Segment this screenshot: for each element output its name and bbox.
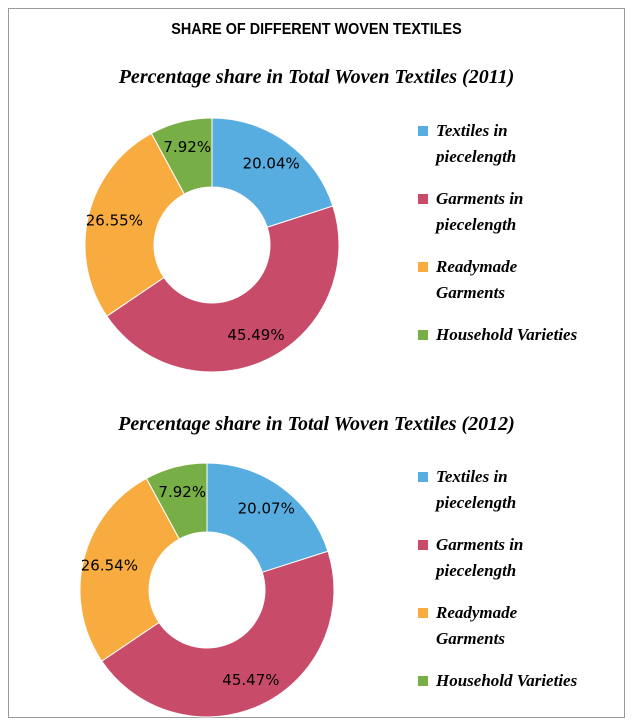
donut-slice bbox=[79, 477, 180, 662]
legend-swatch bbox=[418, 676, 428, 686]
donut-slice bbox=[84, 132, 185, 317]
data-label: 20.07% bbox=[238, 499, 295, 517]
donut-slice bbox=[150, 117, 213, 195]
donut-slice bbox=[101, 550, 335, 718]
legend-item: Household Varieties bbox=[418, 322, 586, 348]
legend-swatch bbox=[418, 126, 428, 136]
legend-item: Textiles in piecelength bbox=[418, 464, 586, 516]
data-label: 20.04% bbox=[243, 154, 300, 172]
data-label: 45.47% bbox=[222, 671, 279, 689]
frame bbox=[8, 8, 625, 718]
legend-item: Readymade Garments bbox=[418, 600, 586, 652]
donut-slice bbox=[211, 117, 334, 228]
donut-slice bbox=[106, 205, 340, 373]
legend-swatch bbox=[418, 194, 428, 204]
legend-swatch bbox=[418, 330, 428, 340]
legend-swatch bbox=[418, 262, 428, 272]
donut-slice bbox=[206, 462, 329, 573]
chart-title: Percentage share in Total Woven Textiles… bbox=[118, 66, 515, 88]
page-title: SHARE OF DIFFERENT WOVEN TEXTILES bbox=[171, 21, 462, 38]
legend-swatch bbox=[418, 540, 428, 550]
legend-swatch bbox=[418, 472, 428, 482]
donut-slice bbox=[145, 462, 208, 540]
data-label: 7.92% bbox=[163, 138, 211, 156]
chart-title: Percentage share in Total Woven Textiles… bbox=[118, 413, 515, 435]
data-label: 26.54% bbox=[81, 557, 138, 575]
data-label: 7.92% bbox=[158, 483, 206, 501]
legend-item: Garments in piecelength bbox=[418, 186, 586, 238]
legend-item: Household Varieties bbox=[418, 668, 586, 694]
legend-item: Garments in piecelength bbox=[418, 532, 586, 584]
legend-item: Textiles in piecelength bbox=[418, 118, 586, 170]
legend-item: Readymade Garments bbox=[418, 254, 586, 306]
legend-swatch bbox=[418, 608, 428, 618]
data-label: 26.55% bbox=[86, 212, 143, 230]
data-label: 45.49% bbox=[227, 326, 284, 344]
